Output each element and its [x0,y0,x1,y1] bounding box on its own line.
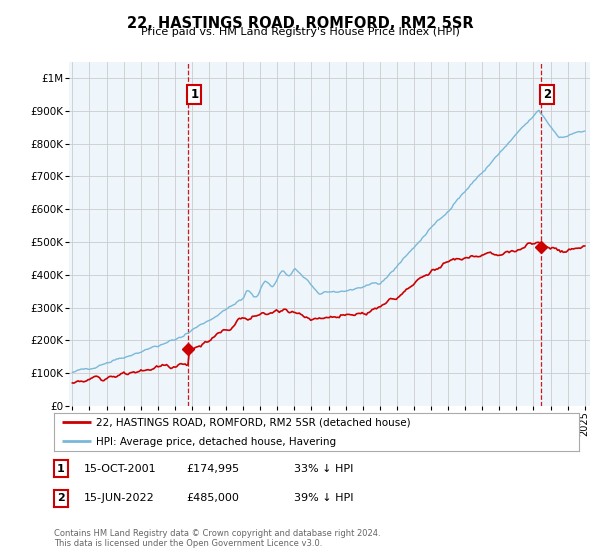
Text: 15-JUN-2022: 15-JUN-2022 [84,493,155,503]
Text: 39% ↓ HPI: 39% ↓ HPI [294,493,353,503]
Text: 1: 1 [57,464,65,474]
Text: 15-OCT-2001: 15-OCT-2001 [84,464,157,474]
Text: £485,000: £485,000 [186,493,239,503]
Text: 2: 2 [543,88,551,101]
Text: 22, HASTINGS ROAD, ROMFORD, RM2 5SR (detached house): 22, HASTINGS ROAD, ROMFORD, RM2 5SR (det… [96,418,410,428]
Text: 1: 1 [190,88,199,101]
Text: 22, HASTINGS ROAD, ROMFORD, RM2 5SR: 22, HASTINGS ROAD, ROMFORD, RM2 5SR [127,16,473,31]
Text: Contains HM Land Registry data © Crown copyright and database right 2024.: Contains HM Land Registry data © Crown c… [54,529,380,538]
Text: Price paid vs. HM Land Registry's House Price Index (HPI): Price paid vs. HM Land Registry's House … [140,27,460,37]
Text: This data is licensed under the Open Government Licence v3.0.: This data is licensed under the Open Gov… [54,539,322,548]
Text: HPI: Average price, detached house, Havering: HPI: Average price, detached house, Have… [96,437,336,447]
Text: 33% ↓ HPI: 33% ↓ HPI [294,464,353,474]
Text: 2: 2 [57,493,65,503]
Text: £174,995: £174,995 [186,464,239,474]
